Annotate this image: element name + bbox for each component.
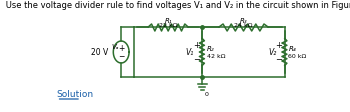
Text: +: + xyxy=(193,41,200,50)
Text: 0: 0 xyxy=(204,91,208,96)
Text: −: − xyxy=(275,55,282,64)
Text: +: + xyxy=(118,44,124,53)
Text: 1.   Use the voltage divider rule to find voltages V₁ and V₂ in the circuit show: 1. Use the voltage divider rule to find … xyxy=(0,1,350,10)
Text: 24 kΩ: 24 kΩ xyxy=(234,23,253,28)
Text: Solution: Solution xyxy=(57,89,94,98)
Text: Vₐ: Vₐ xyxy=(112,44,119,50)
Text: 22 kΩ: 22 kΩ xyxy=(159,23,177,28)
Text: +: + xyxy=(275,41,282,50)
Text: −: − xyxy=(193,55,200,64)
Text: −: − xyxy=(118,52,124,61)
Text: 20 V: 20 V xyxy=(91,48,108,57)
Text: R₂: R₂ xyxy=(207,46,215,52)
Text: V₂: V₂ xyxy=(268,48,276,57)
Text: V₁: V₁ xyxy=(186,48,194,57)
Text: 42 kΩ: 42 kΩ xyxy=(207,54,226,59)
Text: R₄: R₄ xyxy=(288,46,296,52)
Text: R₁: R₁ xyxy=(164,18,172,24)
Text: 60 kΩ: 60 kΩ xyxy=(288,54,307,59)
Text: R₃: R₃ xyxy=(240,18,247,24)
